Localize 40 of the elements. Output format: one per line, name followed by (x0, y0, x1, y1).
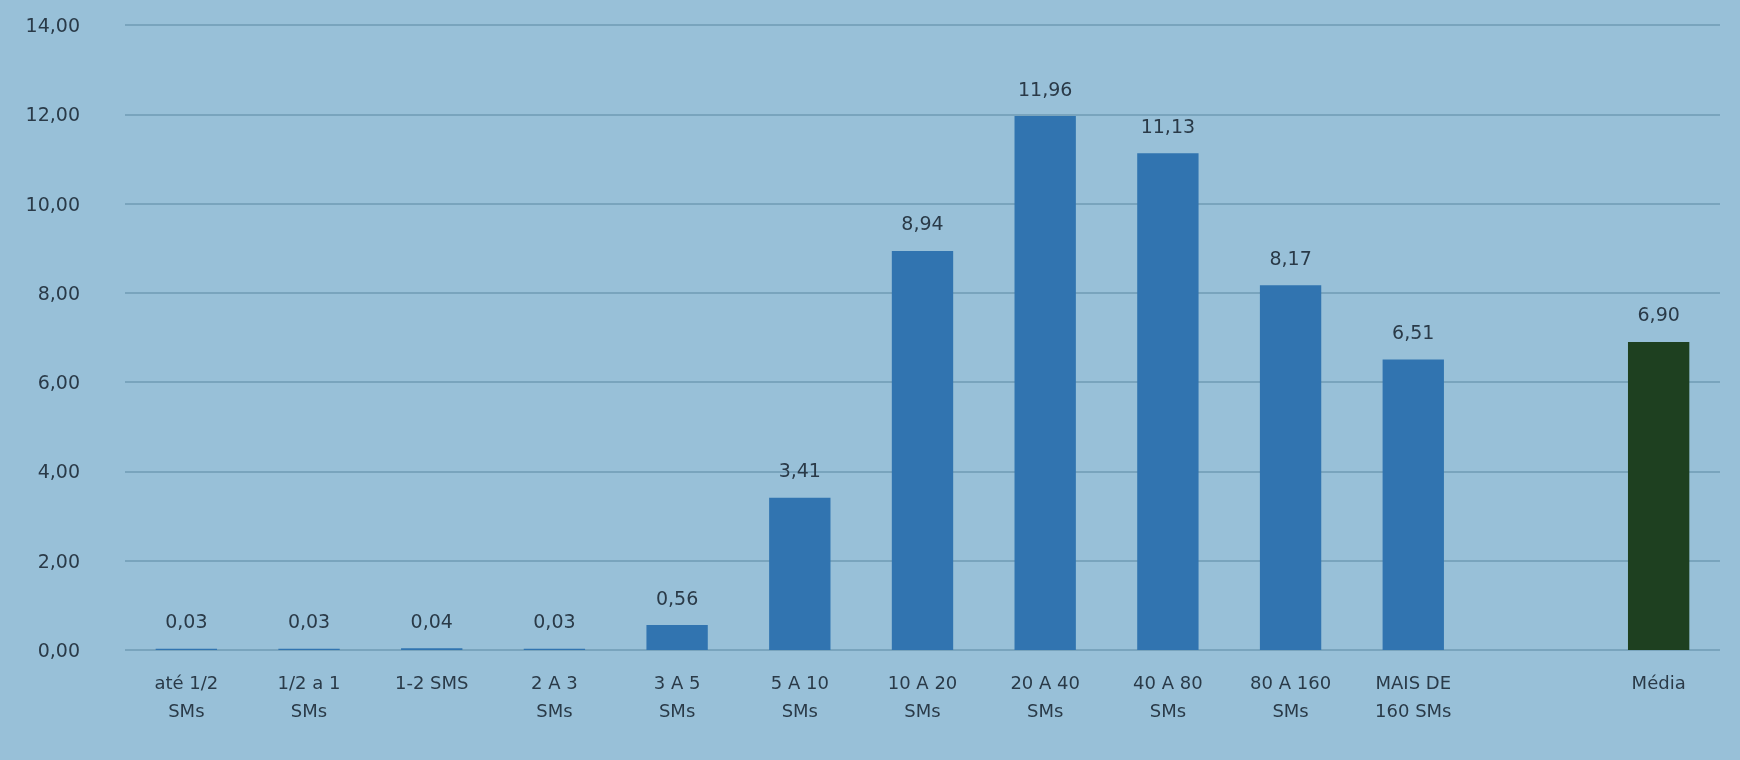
x-tick-label: 1/2 a 1 SMs (277, 671, 341, 721)
bar (1627, 341, 1690, 650)
data-label: 0,03 (287, 610, 331, 633)
x-tick-label: 1-2 SMS (394, 671, 469, 693)
x-tick-label: até 1/2 SMs (154, 671, 219, 721)
x-tick-label: 40 A 80 SMs (1133, 671, 1203, 721)
y-tick-label: 6,00 (37, 371, 80, 394)
y-tick-label: 12,00 (25, 103, 80, 126)
data-label: 0,03 (533, 610, 576, 633)
y-tick-label: 8,00 (37, 281, 80, 304)
x-tick-label: 3 A 5 SMs (653, 671, 701, 721)
data-label: 6,90 (1637, 303, 1680, 326)
data-label: 11,96 (1017, 77, 1073, 100)
x-tick-label: 80 A 160 SMs (1250, 671, 1332, 721)
x-tick-label: 20 A 40 SMs (1010, 671, 1080, 721)
bar (891, 250, 954, 650)
x-tick-label: Média (1631, 671, 1686, 693)
data-label: 8,94 (901, 212, 944, 235)
y-tick-label: 0,00 (37, 639, 80, 661)
x-tick-label: MAIS DE 160 SMs (1375, 671, 1452, 721)
bar (646, 625, 708, 650)
bar (1137, 153, 1199, 650)
bar (1014, 116, 1076, 650)
data-label: 0,03 (165, 610, 208, 633)
data-label: 6,51 (1392, 320, 1435, 343)
data-label: 3,41 (778, 459, 821, 482)
x-tick-label: 5 A 10 SMs (770, 671, 829, 721)
data-label: 11,13 (1140, 114, 1196, 137)
y-tick-label: 4,00 (37, 460, 80, 483)
bar (1259, 285, 1322, 650)
data-label: 8,17 (1269, 246, 1312, 269)
bar (1382, 359, 1444, 650)
data-label: 0,04 (410, 609, 453, 632)
x-tick-label: 10 A 20 SMs (887, 671, 958, 721)
y-tick-label: 14,00 (25, 14, 80, 36)
y-tick-label: 2,00 (37, 549, 80, 572)
y-tick-label: 10,00 (25, 192, 80, 215)
bar (769, 497, 831, 650)
x-tick-label: 2 A 3 SMs (531, 671, 578, 721)
data-label: 0,56 (655, 586, 699, 609)
